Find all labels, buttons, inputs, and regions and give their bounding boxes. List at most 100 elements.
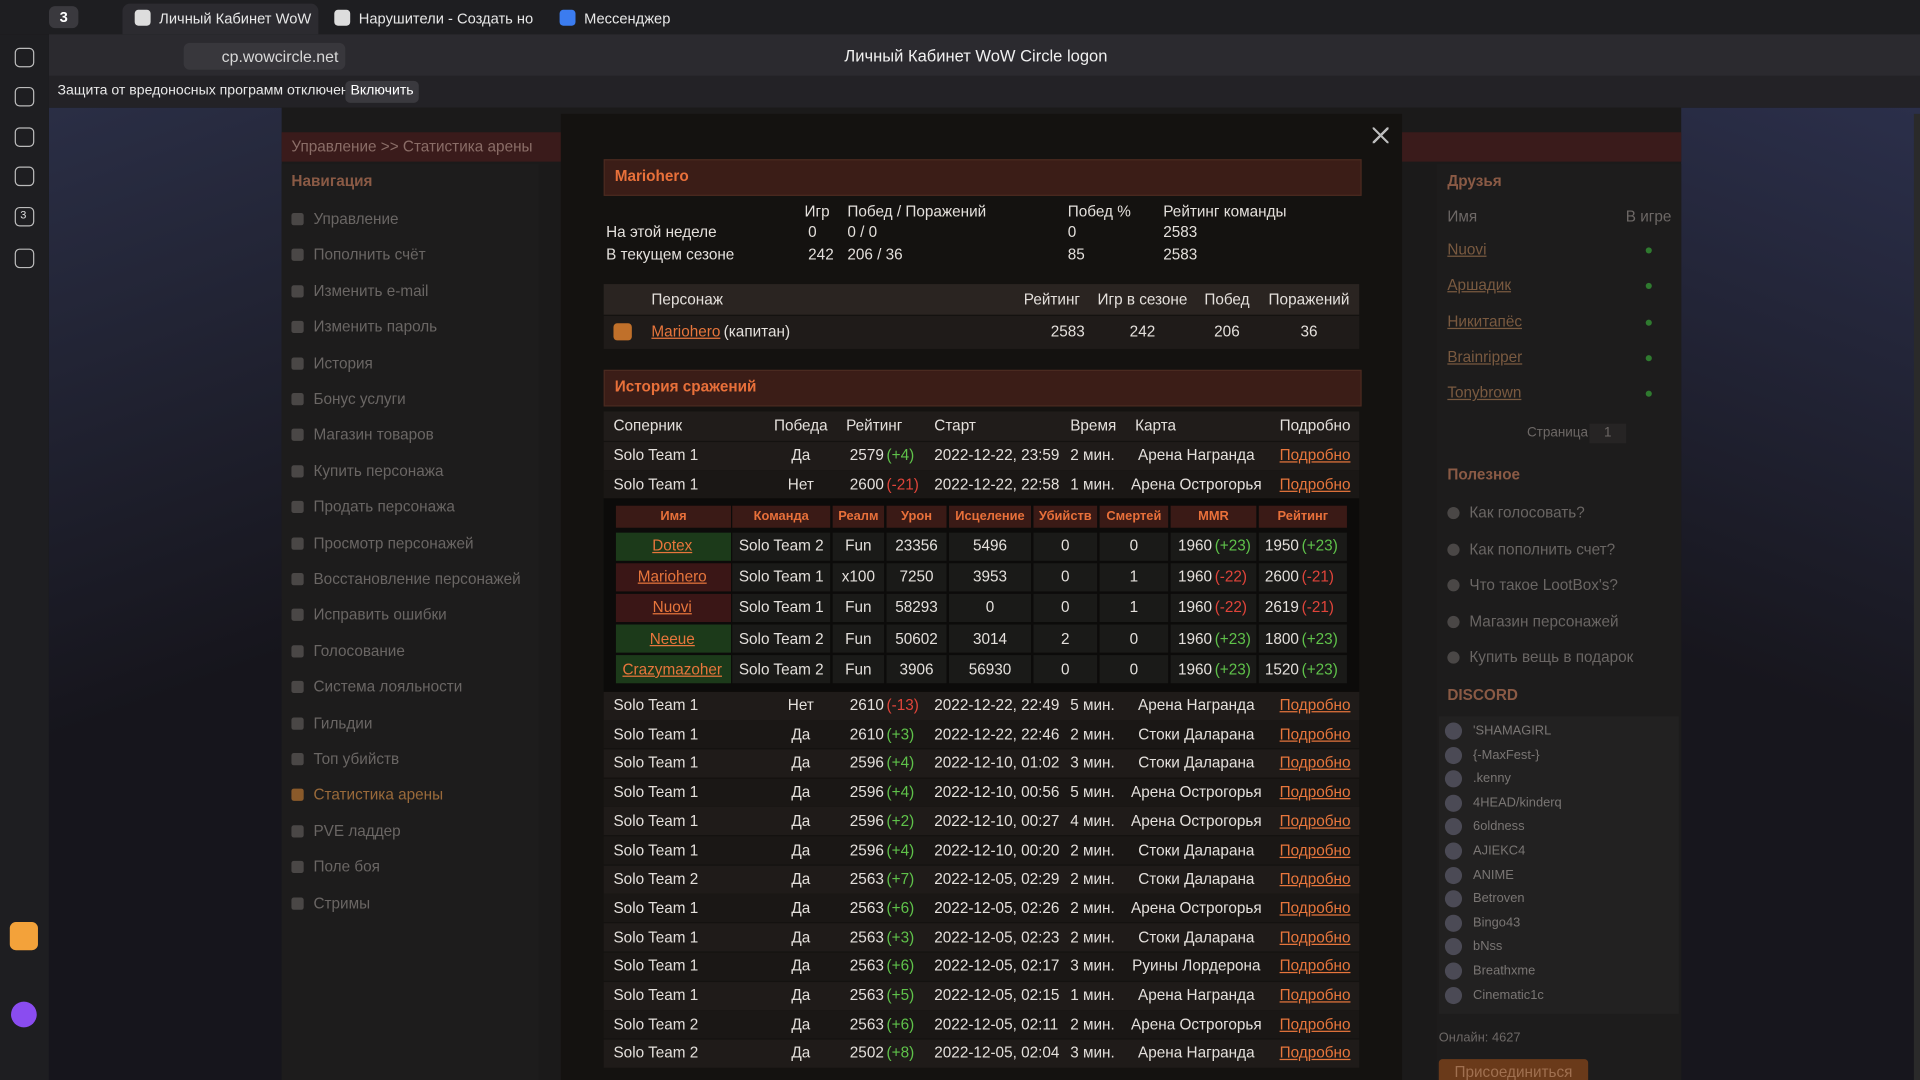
cell: 2 мин. [1070, 928, 1115, 946]
friend-name[interactable]: Nuovi [1447, 240, 1487, 259]
nav-icon [291, 465, 304, 478]
character-link[interactable]: Mariohero [651, 322, 721, 341]
col-header: Игр в сезоне [1097, 291, 1188, 309]
details-header: Убийств [1038, 509, 1092, 524]
details-link[interactable]: Подробно [1279, 1044, 1351, 1062]
details-link[interactable]: Подробно [1279, 812, 1351, 830]
details-cell [1258, 593, 1347, 622]
details-cell [615, 655, 732, 684]
useful-title: Полезное [1447, 466, 1521, 484]
nav-item[interactable]: PVE ладдер [313, 822, 401, 840]
sidebar-badge[interactable]: 3 [20, 208, 27, 222]
nav-panel [281, 164, 539, 1080]
join-button [1438, 1059, 1589, 1080]
discord-member[interactable]: 4HEAD/kinderq [1473, 795, 1562, 811]
details-link[interactable]: Подробно [1279, 1015, 1351, 1033]
details-link[interactable]: Подробно [1279, 928, 1351, 946]
nav-item[interactable]: История [313, 354, 373, 372]
player-link[interactable]: Neeue [649, 629, 695, 647]
nav-item[interactable]: Голосование [313, 642, 405, 660]
help-icon [1447, 579, 1460, 592]
details-link[interactable]: Подробно [1279, 783, 1351, 801]
join-button[interactable]: Присоединиться [1454, 1063, 1573, 1080]
player-link[interactable]: Nuovi [652, 598, 692, 617]
player-link[interactable]: Mariohero [637, 568, 707, 586]
player-link[interactable]: Crazymazoher [622, 660, 723, 678]
nav-item[interactable]: Управление [313, 210, 399, 228]
nav-item[interactable]: Топ убийств [313, 750, 400, 768]
cell: Solo Team 1 [613, 783, 699, 801]
discord-member[interactable]: Bingo43 [1473, 915, 1521, 931]
friend-name[interactable]: Tonybrown [1447, 384, 1522, 402]
nav-item[interactable]: Изменить пароль [313, 318, 438, 336]
details-link[interactable]: Подробно [1279, 475, 1351, 493]
discord-member[interactable]: 6oldness [1473, 819, 1525, 835]
friend-name[interactable]: Никитапёс [1447, 312, 1523, 330]
nav-item[interactable]: Гильдии [313, 714, 373, 732]
details-link[interactable]: Подробно [1279, 725, 1351, 743]
details-head-cell [832, 505, 885, 528]
useful-link[interactable]: Что такое LootBox's? [1469, 576, 1618, 594]
browser-tab[interactable]: Мессенджер [584, 9, 671, 27]
nav-item[interactable]: Восстановление персонажей [313, 570, 521, 588]
notice-button[interactable]: Включить [350, 83, 414, 99]
nav-item[interactable]: Купить персонажа [313, 462, 444, 480]
details-cell [1033, 562, 1098, 592]
useful-link[interactable]: Как голосовать? [1469, 504, 1585, 522]
friend-name[interactable]: Аршадик [1447, 276, 1512, 294]
discord-member[interactable]: Betroven [1473, 891, 1525, 907]
col-header: Старт [934, 417, 976, 435]
sidebar-icon [14, 206, 35, 227]
player-link[interactable]: Dotex [652, 537, 693, 555]
tab-count[interactable]: 3 [59, 8, 68, 26]
nav-item[interactable]: Статистика арены [313, 786, 444, 804]
discord-member[interactable]: ANIME [1473, 867, 1514, 883]
nav-item[interactable]: Стримы [313, 894, 371, 912]
tab-counter [48, 6, 79, 29]
nav-item[interactable]: Продать персонажа [313, 498, 455, 516]
details-link[interactable]: Подробно [1279, 754, 1351, 772]
useful-link[interactable]: Купить вещь в подарок [1469, 648, 1634, 666]
friend-name[interactable]: Brainripper [1447, 348, 1523, 366]
useful-link[interactable]: Как пополнить счет? [1469, 540, 1616, 558]
discord-member[interactable]: bNss [1473, 939, 1503, 955]
pager-page[interactable]: 1 [1604, 425, 1612, 441]
discord-member[interactable]: .kenny [1473, 771, 1511, 787]
nav-item[interactable]: Поле боя [313, 858, 380, 876]
url[interactable]: cp.wowcircle.net [221, 47, 339, 66]
nav-item[interactable]: Магазин товаров [313, 426, 434, 444]
browser-tab[interactable]: Нарушители - Создать но [358, 9, 534, 27]
rating-change: (+6) [886, 1015, 915, 1033]
details-link[interactable]: Подробно [1279, 957, 1351, 975]
cell: Solo Team 1 [613, 812, 699, 830]
details-link[interactable]: Подробно [1279, 446, 1351, 464]
nav-item[interactable]: Исправить ошибки [313, 606, 447, 624]
discord-member[interactable]: 'SHAMAGIRL [1473, 723, 1552, 739]
details-header: Исцеление [955, 509, 1025, 524]
rating-change: (+4) [886, 446, 915, 464]
cell: Да [791, 986, 811, 1004]
details-link[interactable]: Подробно [1279, 899, 1351, 917]
nav-item[interactable]: Бонус услуги [313, 390, 406, 408]
nav-item[interactable]: Пополнить счёт [313, 246, 426, 264]
details-link[interactable]: Подробно [1279, 696, 1351, 714]
cell: 1 [1129, 568, 1139, 586]
details-link[interactable]: Подробно [1279, 870, 1351, 888]
discord-member[interactable]: Cinematic1c [1473, 987, 1544, 1003]
details-head-cell [732, 505, 831, 528]
nav-item[interactable]: Изменить e-mail [313, 282, 429, 300]
details-cell [886, 562, 947, 592]
nav-item[interactable]: Просмотр персонажей [313, 534, 474, 552]
nav-item[interactable]: Система лояльности [313, 678, 463, 696]
details-link[interactable]: Подробно [1279, 841, 1351, 859]
cell: 2022-12-05, 02:26 [934, 899, 1060, 917]
cell: Solo Team 2 [613, 870, 699, 888]
details-link[interactable]: Подробно [1279, 986, 1351, 1004]
useful-link[interactable]: Магазин персонажей [1469, 612, 1619, 630]
discord-member[interactable]: {-MaxFest-} [1473, 747, 1540, 763]
discord-member[interactable]: AJIEKC4 [1473, 843, 1526, 859]
browser-tab[interactable]: Личный Кабинет WoW [159, 9, 312, 27]
nav-icon [291, 573, 304, 586]
history-row [603, 865, 1360, 894]
discord-member[interactable]: Breathxme [1473, 963, 1536, 979]
